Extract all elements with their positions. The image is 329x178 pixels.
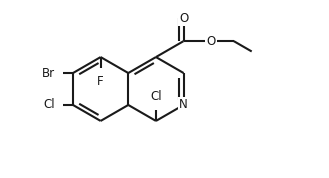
Text: Br: Br	[42, 67, 55, 80]
Text: O: O	[179, 12, 188, 25]
Text: Cl: Cl	[44, 98, 55, 111]
Text: N: N	[179, 98, 188, 111]
Text: O: O	[206, 35, 215, 48]
Text: Cl: Cl	[150, 90, 162, 103]
Text: F: F	[97, 75, 104, 88]
